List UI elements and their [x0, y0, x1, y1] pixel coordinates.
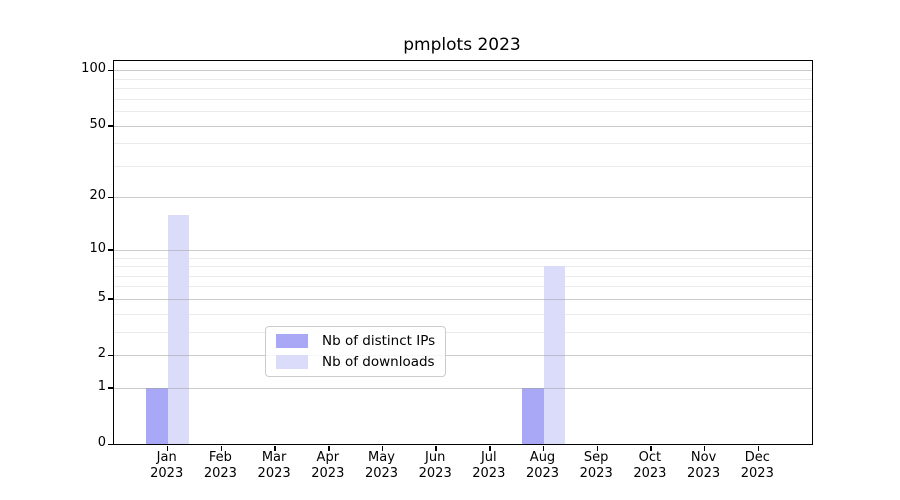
y-tick-mark — [107, 354, 113, 356]
x-tick-mark — [703, 445, 706, 451]
y-tick-mark — [107, 69, 113, 72]
major-gridline — [114, 197, 812, 199]
x-tick-mark — [757, 445, 760, 451]
x-axis-tick-label: Dec 2023 — [740, 450, 774, 481]
major-gridline — [114, 387, 812, 389]
y-axis-tick-label: 0 — [97, 435, 106, 450]
y-axis-tick-label: 100 — [81, 61, 106, 77]
minor-gridline — [114, 98, 812, 100]
x-tick-mark — [381, 445, 384, 451]
y-tick-mark — [107, 125, 113, 127]
x-axis-tick-label: Jan 2023 — [150, 450, 184, 481]
x-axis-tick-label: May 2023 — [364, 450, 399, 481]
minor-gridline — [114, 313, 812, 315]
major-gridline — [114, 125, 812, 127]
legend-label-downloads: Nb of downloads — [322, 354, 435, 370]
legend-swatch-distinct-ips — [276, 334, 308, 348]
x-tick-mark — [274, 445, 276, 451]
x-axis-tick-label: Jul 2023 — [472, 450, 506, 481]
y-axis-tick-label: 5 — [97, 289, 106, 305]
minor-gridline — [114, 266, 812, 267]
x-tick-mark — [596, 445, 598, 451]
legend: Nb of distinct IPs Nb of downloads — [265, 326, 447, 377]
x-tick-mark — [166, 445, 169, 451]
minor-gridline — [114, 331, 812, 333]
plot-area — [107, 60, 813, 451]
x-tick-mark — [542, 445, 545, 451]
x-tick-mark — [328, 445, 330, 451]
x-tick-mark — [489, 445, 491, 451]
minor-gridline — [114, 286, 812, 288]
y-tick-mark — [107, 443, 113, 445]
bar-distinct-ips — [146, 387, 168, 444]
major-gridline — [114, 249, 812, 251]
minor-gridline — [114, 88, 812, 89]
y-tick-mark — [107, 298, 113, 300]
legend-label-distinct-ips: Nb of distinct IPs — [322, 333, 436, 349]
x-axis-tick-label: Aug 2023 — [525, 450, 560, 481]
y-axis-tick-label: 1 — [97, 378, 106, 394]
y-axis-tick-label: 50 — [89, 116, 106, 132]
minor-gridline — [114, 143, 812, 145]
bar-downloads — [167, 214, 190, 444]
x-tick-mark — [650, 445, 652, 451]
x-axis-tick-label: Feb 2023 — [203, 450, 237, 481]
x-axis-tick-label: Mar 2023 — [257, 450, 291, 481]
x-axis-tick-label: Jun 2023 — [418, 450, 452, 481]
major-gridline — [114, 298, 812, 300]
x-axis-tick-label: Oct 2023 — [633, 450, 667, 481]
minor-gridline — [114, 275, 812, 277]
y-tick-mark — [107, 249, 113, 251]
minor-gridline — [114, 165, 812, 167]
major-gridline — [114, 355, 812, 356]
legend-entry-distinct-ips: Nb of distinct IPs — [276, 333, 435, 349]
y-axis-tick-label: 20 — [89, 188, 106, 204]
major-gridline — [114, 70, 812, 72]
x-tick-mark — [220, 445, 223, 451]
x-axis-tick-label: Sep 2023 — [579, 450, 613, 481]
minor-gridline — [114, 110, 812, 112]
y-axis-tick-label: 2 — [97, 346, 106, 361]
x-tick-mark — [435, 445, 437, 451]
y-axis-tick-label: 10 — [89, 240, 106, 256]
legend-entry-downloads: Nb of downloads — [276, 354, 435, 370]
y-tick-mark — [107, 196, 113, 199]
chart-title: pmplots 2023 — [403, 35, 521, 55]
y-tick-mark — [107, 387, 113, 389]
minor-gridline — [114, 78, 812, 80]
x-axis-tick-label: Apr 2023 — [311, 450, 345, 481]
minor-gridline — [114, 257, 812, 259]
bar-distinct-ips — [522, 387, 544, 444]
x-axis-tick-label: Nov 2023 — [687, 450, 721, 481]
legend-swatch-downloads — [276, 355, 308, 369]
